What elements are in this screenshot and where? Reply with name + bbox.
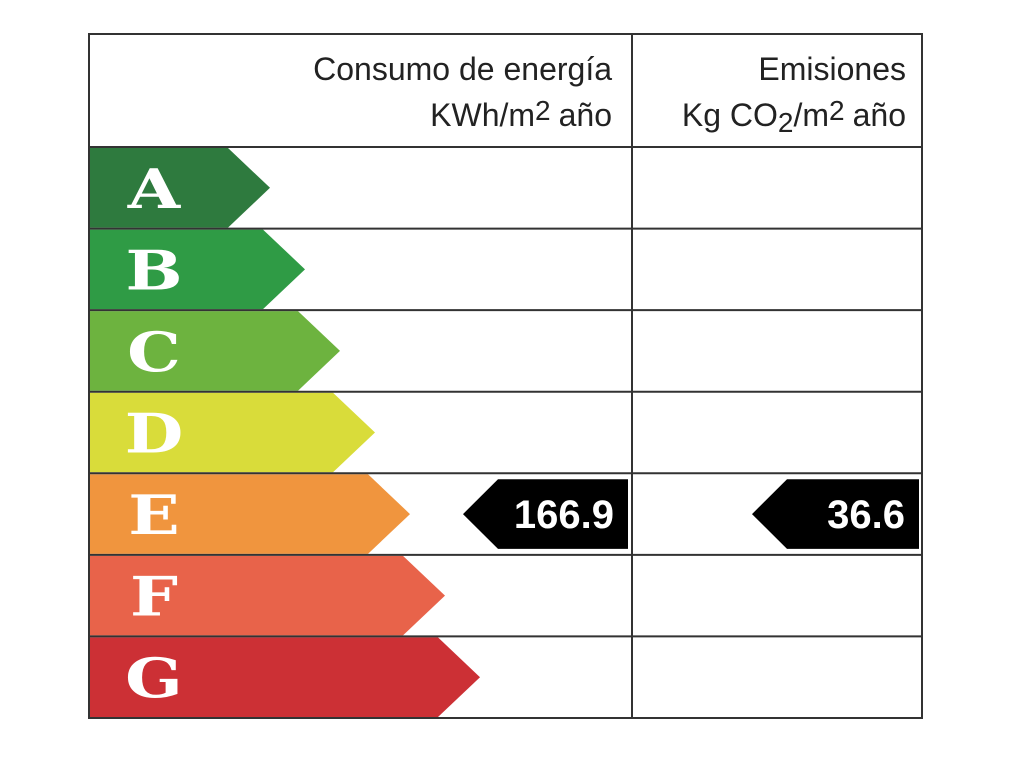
class-arrow	[90, 474, 410, 554]
unit-part: /m	[793, 97, 829, 133]
class-letter: F	[130, 566, 178, 629]
class-arrow	[90, 555, 445, 636]
frame	[88, 33, 923, 719]
class-letter: C	[127, 321, 181, 384]
class-arrow	[90, 311, 340, 391]
class-arrow	[90, 148, 270, 228]
consumption-unit: KWh/m2 año	[430, 95, 612, 133]
unit-sub: 2	[778, 107, 794, 138]
value-label: 36.6	[827, 493, 905, 537]
unit-part: año	[559, 97, 612, 133]
unit-sup: 2	[829, 95, 845, 126]
unit-part: KWh/m	[430, 97, 535, 133]
class-letter: E	[128, 485, 179, 548]
consumption-title: Consumo de energía	[313, 51, 612, 87]
class-arrow	[90, 392, 375, 473]
emissions-title: Emisiones	[758, 51, 906, 87]
class-letter: G	[125, 648, 183, 711]
unit-part: Kg CO	[682, 97, 778, 133]
class-arrow	[90, 637, 480, 717]
class-arrow	[90, 229, 305, 310]
value-arrow	[752, 479, 919, 549]
value-arrow	[463, 479, 628, 549]
unit-part: año	[853, 97, 906, 133]
class-letter: B	[125, 240, 182, 303]
value-label: 166.9	[514, 493, 614, 537]
class-letter: D	[125, 403, 184, 466]
unit-sup: 2	[535, 95, 551, 126]
class-letter: A	[127, 158, 182, 221]
emissions-unit: Kg CO2/m2 año	[682, 95, 906, 138]
